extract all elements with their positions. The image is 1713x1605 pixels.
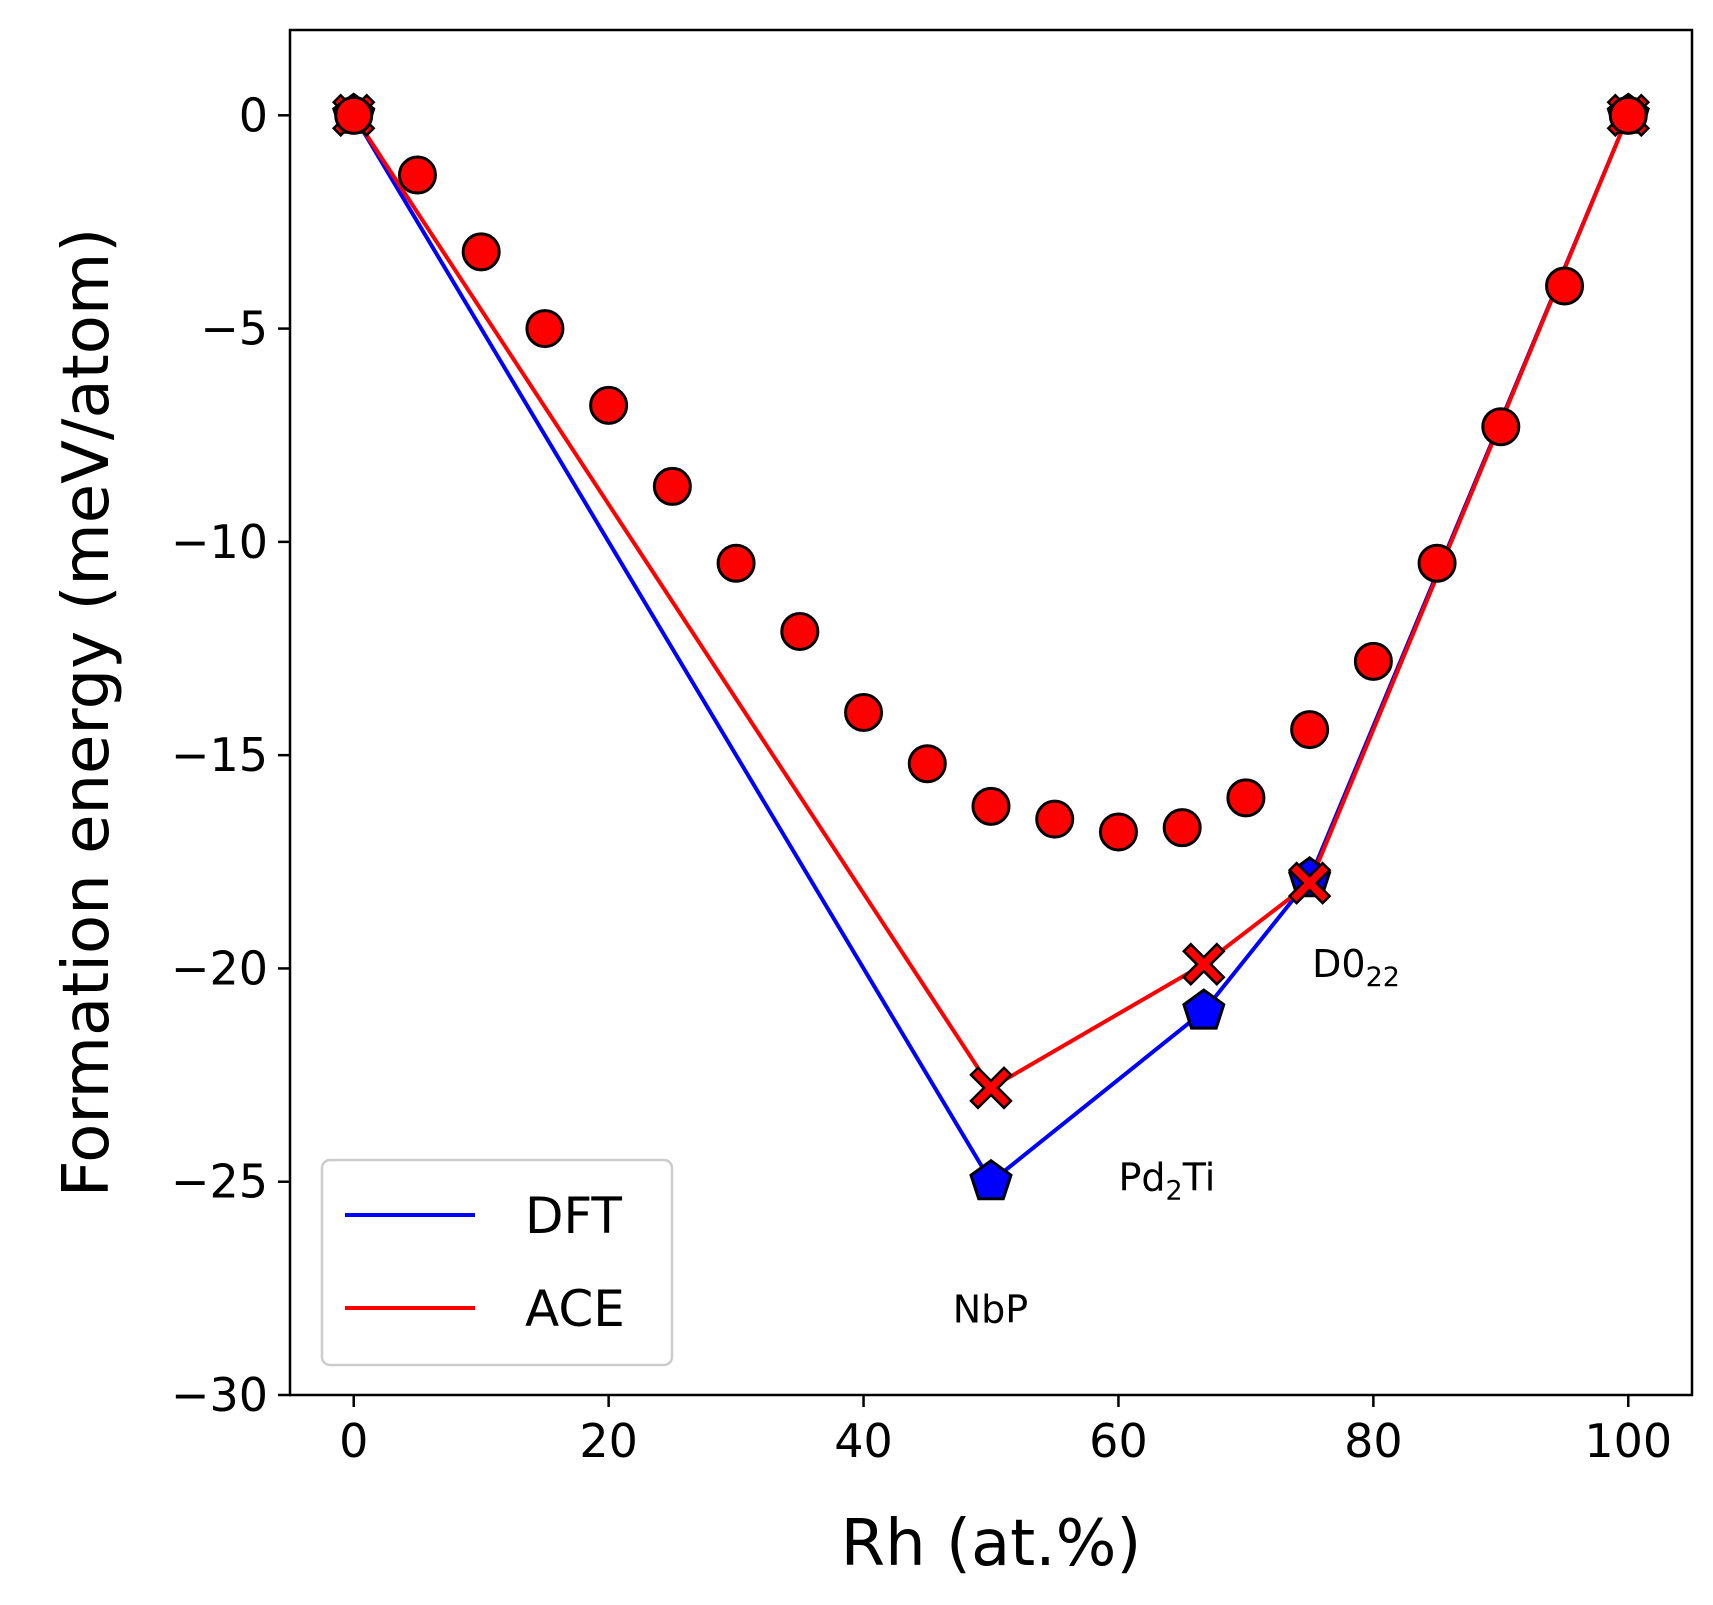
structure-energy-point (971, 786, 1011, 826)
structure-energy-point (780, 611, 820, 651)
y-tick-label: −20 (171, 941, 268, 995)
x-axis-label: Rh (at.%) (841, 1507, 1142, 1581)
structure-energy-point (461, 232, 501, 272)
structure-energy-point (397, 155, 437, 195)
y-tick-label: −10 (171, 515, 268, 569)
structure-energy-point (589, 385, 629, 425)
structure-energy-point (1226, 778, 1266, 818)
x-tick-label: 0 (339, 1414, 368, 1468)
ace-point-marker (969, 1066, 1013, 1110)
plot-frame (288, 28, 1694, 1397)
dft-point-marker (1182, 988, 1226, 1030)
legend-label-ace: ACE (525, 1280, 625, 1338)
y-tick-label: −25 (171, 1155, 268, 1209)
structure-energy-point (525, 309, 565, 349)
ace-point-marker (1287, 861, 1332, 905)
y-tick-label: −15 (171, 728, 268, 782)
structure-energy-point (1290, 710, 1330, 750)
y-axis-label: Formation energy (meV/atom) (50, 228, 124, 1198)
axes-layer: 0 20 40 60 80 100 0 −5 −10 −15 −20 −25 −30 (171, 28, 1694, 1468)
annotation-label: D022 (1312, 942, 1400, 993)
structure-energy-point (652, 466, 692, 506)
legend-label-dft: DFT (525, 1187, 622, 1245)
structure-energy-point (844, 693, 884, 732)
x-tick-label: 80 (1344, 1414, 1403, 1468)
y-tick-label: −30 (171, 1368, 268, 1422)
structure-energy-point (1098, 812, 1138, 852)
structure-energy-point (907, 744, 947, 784)
legend-box (320, 1158, 674, 1367)
ace-point-marker (1182, 942, 1226, 986)
annotation-label: NbP (953, 1288, 1028, 1332)
dft-point-marker (969, 1158, 1013, 1201)
legend: DFT ACE (320, 1158, 674, 1367)
y-tick-label: 0 (239, 88, 268, 142)
dft-hull-line (352, 114, 1631, 1185)
structure-energy-point (1481, 407, 1521, 447)
structure-energy-point (334, 95, 374, 135)
structure-energy-point (716, 543, 756, 583)
annotation-label: Pd2Ti (1118, 1155, 1215, 1206)
structure-energy-point (1545, 266, 1585, 306)
ace-hull-line (352, 114, 1631, 1091)
y-tick-label: −5 (200, 302, 268, 356)
x-tick-label: 60 (1089, 1414, 1148, 1468)
structure-energy-point (1608, 95, 1648, 135)
structure-energy-point (1353, 641, 1393, 681)
structure-energy-point (1162, 808, 1202, 848)
plot-layer: NbP Pd2Ti D022 (331, 92, 1651, 1332)
x-tick-label: 20 (579, 1414, 638, 1468)
structure-energy-point (1035, 799, 1075, 839)
structure-energy-point (1417, 543, 1457, 583)
x-tick-label: 100 (1584, 1414, 1672, 1468)
x-tick-label: 40 (834, 1414, 893, 1468)
